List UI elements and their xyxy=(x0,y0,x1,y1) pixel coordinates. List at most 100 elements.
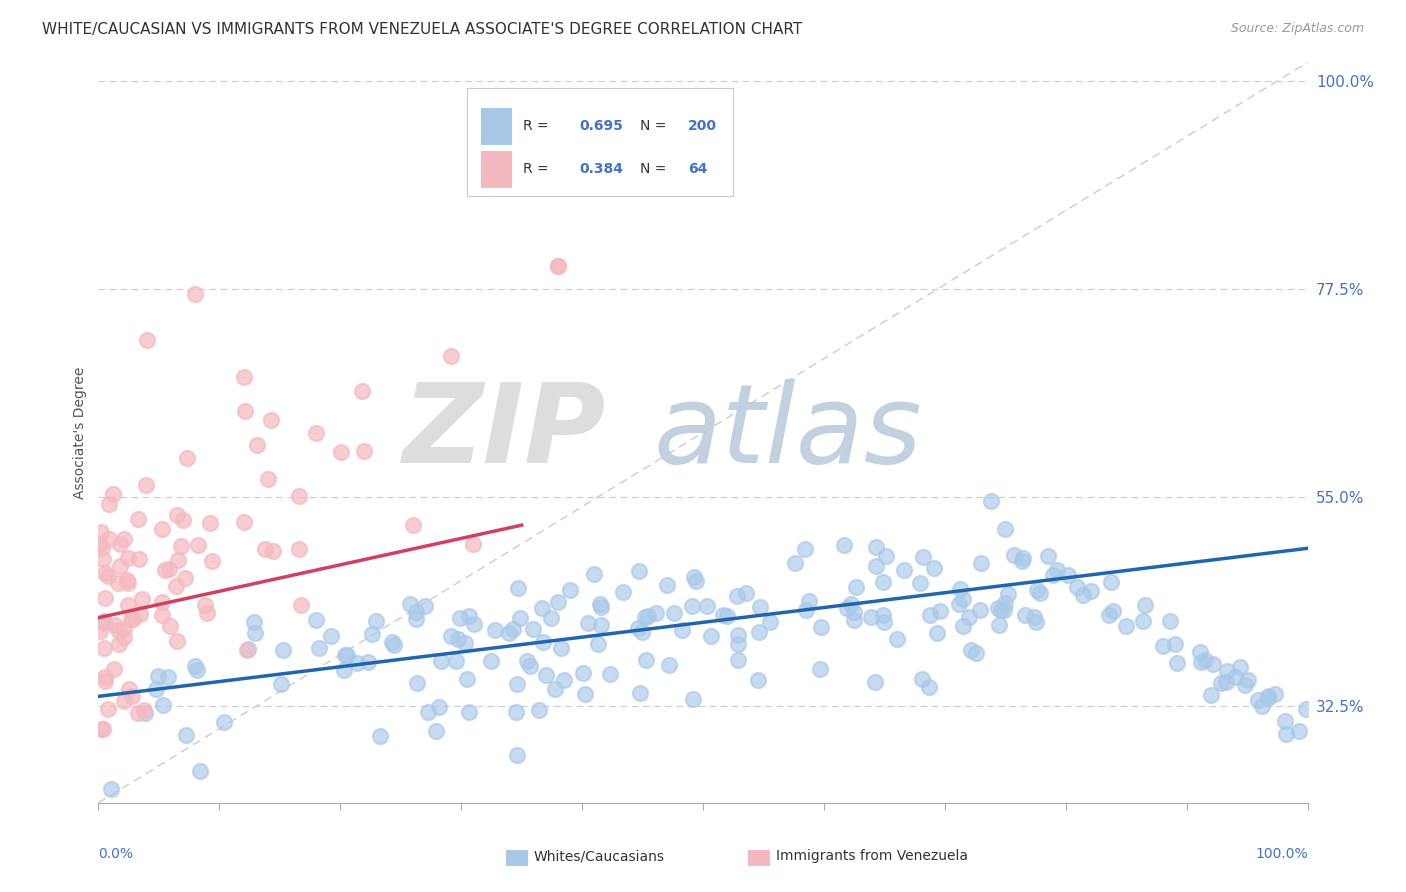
Point xyxy=(586,636,609,650)
Point xyxy=(336,648,359,662)
Point xyxy=(166,634,188,648)
Point xyxy=(236,641,259,656)
Point xyxy=(157,670,180,684)
Point xyxy=(115,573,138,587)
Point xyxy=(911,550,934,565)
Point xyxy=(112,694,135,708)
Point xyxy=(797,593,820,607)
Point xyxy=(172,513,194,527)
Point xyxy=(1132,614,1154,628)
Point xyxy=(427,700,450,714)
Point xyxy=(987,601,1010,615)
Point xyxy=(959,643,981,657)
Point xyxy=(128,552,150,566)
Point xyxy=(440,349,463,363)
Point xyxy=(150,607,173,622)
Point xyxy=(333,663,356,677)
Point xyxy=(970,556,993,570)
Point xyxy=(117,576,139,591)
Point xyxy=(863,674,886,689)
Point xyxy=(628,685,651,699)
Point xyxy=(454,636,477,650)
Point xyxy=(457,705,479,719)
Point xyxy=(450,611,472,625)
Point xyxy=(725,590,748,604)
Text: WHITE/CAUCASIAN VS IMMIGRANTS FROM VENEZUELA ASSOCIATE'S DEGREE CORRELATION CHAR: WHITE/CAUCASIAN VS IMMIGRANTS FROM VENEZ… xyxy=(42,22,803,37)
Point xyxy=(516,654,538,668)
Point xyxy=(589,597,612,611)
Point xyxy=(214,715,236,730)
Point xyxy=(232,516,254,530)
Point xyxy=(89,624,111,638)
Point xyxy=(1215,675,1237,690)
Point xyxy=(134,706,156,721)
Point xyxy=(114,532,136,546)
Point xyxy=(522,622,544,636)
Point xyxy=(353,444,375,458)
Point xyxy=(1102,604,1125,618)
Point xyxy=(509,611,531,625)
Point xyxy=(150,523,173,537)
Point xyxy=(969,603,991,617)
Point xyxy=(1115,619,1137,633)
Point xyxy=(444,654,467,668)
Point xyxy=(794,541,817,556)
Point xyxy=(1274,714,1296,729)
Point xyxy=(681,599,703,613)
Point xyxy=(360,626,382,640)
Point xyxy=(550,640,572,655)
Point xyxy=(1152,639,1174,653)
Point xyxy=(1011,554,1033,568)
Point xyxy=(463,536,485,550)
Point xyxy=(233,404,256,418)
Point xyxy=(93,614,115,628)
Point xyxy=(170,539,193,553)
Point xyxy=(547,259,569,273)
Point xyxy=(381,635,404,649)
Point xyxy=(463,616,485,631)
Point xyxy=(308,640,330,655)
Point xyxy=(120,612,142,626)
Point xyxy=(201,554,224,568)
Point xyxy=(952,592,974,607)
Point xyxy=(357,655,380,669)
Point xyxy=(91,541,114,555)
Point xyxy=(911,672,934,686)
Point xyxy=(927,625,949,640)
Point xyxy=(117,599,139,613)
Point xyxy=(186,664,208,678)
Point xyxy=(153,563,176,577)
Point xyxy=(658,658,681,673)
Point xyxy=(122,612,145,626)
Point xyxy=(1295,702,1317,716)
Point xyxy=(1225,670,1247,684)
Point xyxy=(957,609,980,624)
Point xyxy=(107,576,129,591)
Point xyxy=(107,623,129,637)
Point xyxy=(845,580,868,594)
Point xyxy=(571,665,593,680)
Point xyxy=(664,606,686,620)
Point xyxy=(1012,551,1035,566)
Point xyxy=(1166,656,1188,670)
Point xyxy=(1029,586,1052,600)
Point xyxy=(1026,582,1049,597)
Point xyxy=(479,654,502,668)
Point xyxy=(405,605,427,619)
Point xyxy=(631,625,654,640)
Point xyxy=(1251,698,1274,713)
Point xyxy=(1264,687,1286,701)
Point xyxy=(994,522,1017,536)
Point xyxy=(127,512,149,526)
Point xyxy=(700,629,723,643)
Point xyxy=(91,616,114,631)
Point xyxy=(1189,645,1212,659)
Point xyxy=(1211,676,1233,690)
Point xyxy=(145,681,167,696)
Point xyxy=(406,676,429,690)
Text: ZIP: ZIP xyxy=(402,379,606,486)
Point xyxy=(94,566,117,580)
Point xyxy=(91,722,114,736)
Point xyxy=(399,597,422,611)
Point xyxy=(93,591,115,605)
